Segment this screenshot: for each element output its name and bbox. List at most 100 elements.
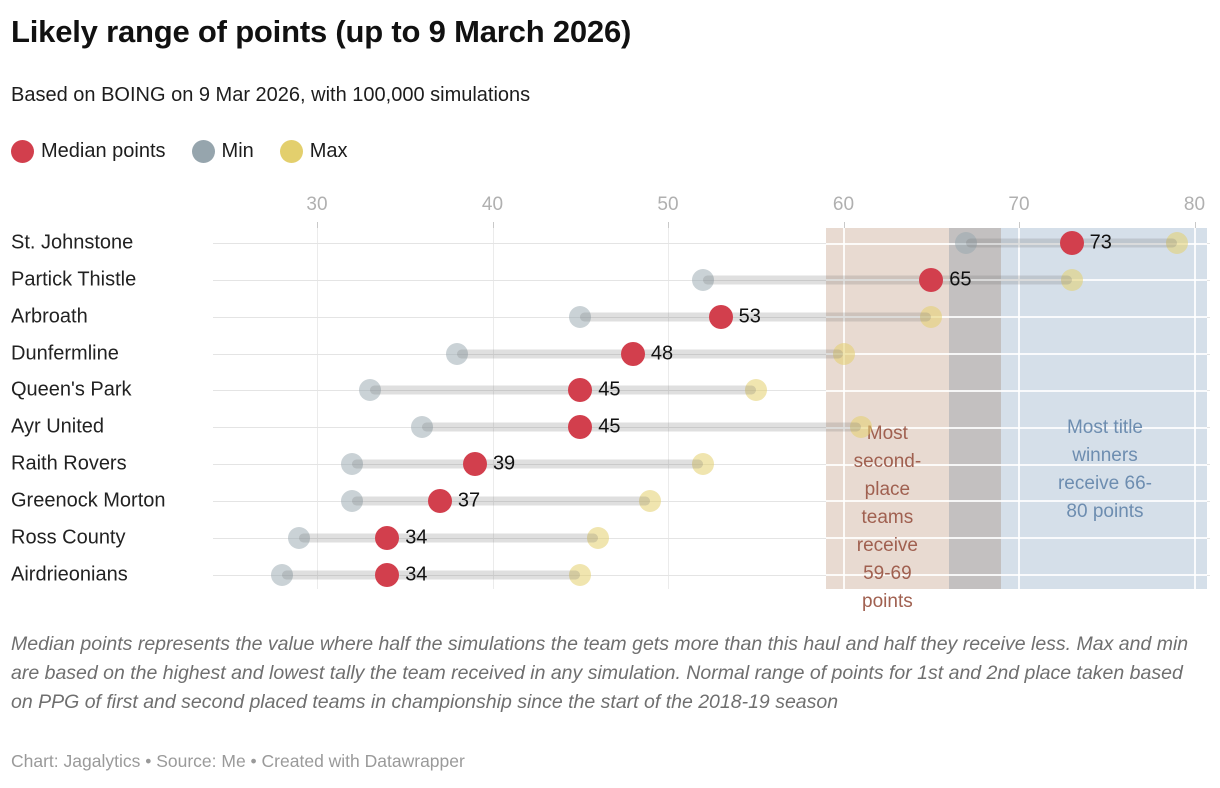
max-dot [920,305,943,328]
min-dot [288,526,311,549]
median-dot [568,378,593,403]
min-dot [358,379,381,402]
min-dot [411,416,434,439]
median-dot [375,525,400,550]
row-gridline [213,390,1210,392]
region-gridline-vertical [1193,228,1196,589]
region-gridline-vertical [842,228,845,589]
median-value-label: 53 [738,305,761,328]
team-label: Partick Thistle [11,268,137,291]
team-label: Queen's Park [11,378,132,401]
region-annotation-line: 59-69 [863,563,912,584]
range-bar [703,275,1072,285]
range-bar [580,312,932,322]
min-dot [270,563,293,586]
median-dot [620,341,645,366]
gridline-vertical [492,228,494,589]
region-annotation-line: 80 points [1066,501,1144,522]
max-dot [586,526,609,549]
region-annotation-second-place: Most second-place teams receive 59-69 points [854,420,922,616]
team-label: Ross County [11,526,126,549]
region-gridline-horizontal [825,353,1207,356]
region-gridline-horizontal [825,574,1207,577]
legend-label-max: Max [309,140,348,162]
max-dot [850,416,873,439]
gridline-vertical [668,228,669,589]
legend-item-max: Max [279,140,348,163]
max-dot [744,379,767,402]
legend-label-min: Min [221,140,254,162]
region-gridline-horizontal [825,242,1207,245]
region-annotation-line: points [862,591,913,612]
gridline-vertical [317,228,318,589]
min-dot-icon [191,140,215,163]
highlight-region-overlap [948,228,1002,589]
max-dot [1060,268,1083,291]
max-dot [1165,232,1188,254]
team-label: Arbroath [11,305,88,328]
range-bar [299,533,598,543]
team-label: Dunfermline [11,342,119,365]
row-gridline [213,243,1210,244]
median-dot [1059,231,1084,255]
region-annotation-line: place [864,479,911,500]
region-gridline-horizontal [825,279,1207,282]
x-axis-tick-label: 30 [306,194,328,215]
legend-item-min: Min [191,140,254,163]
chart-footnote: Median points represents the value where… [11,633,1189,713]
range-bar [369,385,756,395]
range-bar [457,349,844,359]
range-bar [352,459,704,469]
median-value-label: 48 [650,342,674,365]
team-label: Ayr United [11,415,105,438]
range-bar [352,496,651,506]
region-annotation-line: Most [866,423,908,444]
min-dot [341,489,364,512]
max-dot-icon [279,140,303,163]
row-gridline [213,427,1210,429]
x-axis-tick-label: 70 [1008,194,1030,215]
median-value-label: 34 [405,563,428,586]
x-axis-tick-label: 40 [481,194,504,215]
region-gridline-horizontal [825,537,1207,540]
median-dot [708,304,733,329]
median-value-label: 65 [949,268,972,291]
range-bar [281,570,581,580]
region-annotation-line: teams [861,507,914,528]
max-dot [569,563,592,586]
region-gridline-horizontal [825,463,1207,466]
x-axis-tick-label: 60 [832,194,855,215]
region-gridline-horizontal [825,426,1207,429]
row-gridline [213,537,1210,539]
row-gridline [213,353,1210,355]
max-dot [832,342,855,365]
x-axis-tick-label: 80 [1183,194,1206,215]
min-dot [955,232,978,254]
region-gridline-horizontal [825,500,1207,503]
median-dot [568,415,593,440]
median-dot [375,562,400,587]
range-bar [422,422,862,432]
median-value-label: 45 [598,415,621,438]
region-annotation-title-winners: Most title winners receive 66- 80 points [1058,414,1152,526]
min-dot [569,305,592,328]
max-dot [639,489,662,512]
chart-byline: Chart: Jagalytics • Source: Me • Created… [11,751,465,771]
region-gridline-horizontal [825,389,1207,392]
median-value-label: 39 [492,452,516,475]
legend-label-median: Median points [41,140,166,162]
median-dot [427,488,452,513]
region-gridline-vertical [1018,228,1020,589]
median-value-label: 37 [457,489,481,512]
chart-legend: Median points Min Max [11,140,348,163]
team-label: St. Johnstone [11,231,134,254]
x-axis-tick-label: 50 [657,194,679,215]
row-gridline [213,500,1210,502]
team-label: Raith Rovers [11,452,127,475]
median-value-label: 73 [1089,231,1112,254]
region-annotation-line: second- [853,451,922,472]
highlight-region-title-winners [1001,228,1207,589]
region-gridline-horizontal [825,316,1207,319]
page-title: Likely range of points (up to 9 March 20… [11,14,632,49]
